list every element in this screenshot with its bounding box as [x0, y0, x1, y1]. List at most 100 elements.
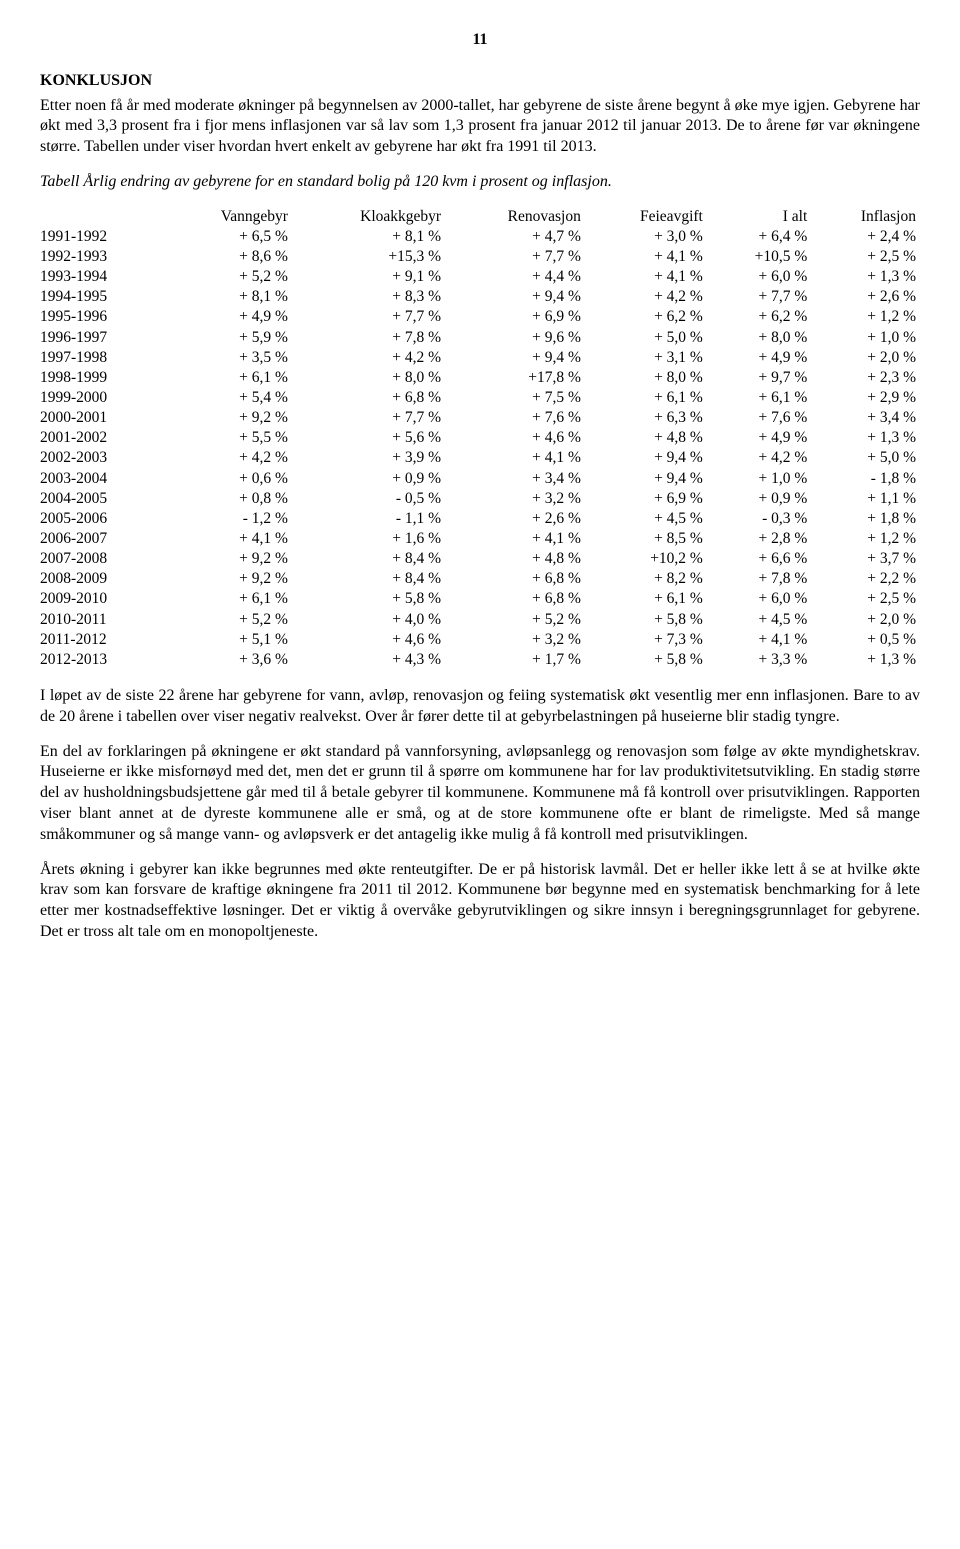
value-cell: + 7,7 %: [292, 408, 445, 428]
value-cell: + 1,7 %: [445, 650, 585, 670]
value-cell: + 4,0 %: [292, 610, 445, 630]
value-cell: + 6,1 %: [163, 589, 292, 609]
value-cell: +10,5 %: [707, 247, 811, 267]
value-cell: + 7,5 %: [445, 388, 585, 408]
value-cell: - 1,2 %: [163, 509, 292, 529]
value-cell: + 2,3 %: [811, 368, 920, 388]
table-row: 2010-2011+ 5,2 %+ 4,0 %+ 5,2 %+ 5,8 %+ 4…: [40, 610, 920, 630]
value-cell: + 4,9 %: [707, 348, 811, 368]
value-cell: + 0,9 %: [292, 469, 445, 489]
value-cell: + 4,6 %: [292, 630, 445, 650]
value-cell: + 1,6 %: [292, 529, 445, 549]
value-cell: + 3,2 %: [445, 630, 585, 650]
value-cell: + 9,4 %: [585, 469, 707, 489]
year-range-cell: 1993-1994: [40, 267, 163, 287]
table-row: 2003-2004+ 0,6 %+ 0,9 %+ 3,4 %+ 9,4 %+ 1…: [40, 469, 920, 489]
value-cell: + 4,8 %: [445, 549, 585, 569]
table-row: 1993-1994+ 5,2 %+ 9,1 %+ 4,4 %+ 4,1 %+ 6…: [40, 267, 920, 287]
table-row: 2006-2007+ 4,1 %+ 1,6 %+ 4,1 %+ 8,5 %+ 2…: [40, 529, 920, 549]
value-cell: + 3,4 %: [445, 469, 585, 489]
year-range-cell: 2007-2008: [40, 549, 163, 569]
value-cell: + 8,1 %: [292, 227, 445, 247]
table-row: 1995-1996+ 4,9 %+ 7,7 %+ 6,9 %+ 6,2 %+ 6…: [40, 307, 920, 327]
year-range-cell: 1996-1997: [40, 328, 163, 348]
value-cell: + 8,0 %: [585, 368, 707, 388]
value-cell: + 6,1 %: [585, 388, 707, 408]
value-cell: + 4,8 %: [585, 428, 707, 448]
value-cell: - 1,1 %: [292, 509, 445, 529]
value-cell: + 4,1 %: [585, 247, 707, 267]
year-range-cell: 2010-2011: [40, 610, 163, 630]
value-cell: + 3,0 %: [585, 227, 707, 247]
value-cell: + 4,2 %: [585, 287, 707, 307]
value-cell: + 2,5 %: [811, 589, 920, 609]
table-row: 2012-2013+ 3,6 %+ 4,3 %+ 1,7 %+ 5,8 %+ 3…: [40, 650, 920, 670]
value-cell: + 4,6 %: [445, 428, 585, 448]
table-row: 2005-2006- 1,2 %- 1,1 %+ 2,6 %+ 4,5 %- 0…: [40, 509, 920, 529]
value-cell: + 5,2 %: [445, 610, 585, 630]
value-cell: + 3,2 %: [445, 489, 585, 509]
table-row: 2002-2003+ 4,2 %+ 3,9 %+ 4,1 %+ 9,4 %+ 4…: [40, 448, 920, 468]
year-range-cell: 1998-1999: [40, 368, 163, 388]
value-cell: + 6,8 %: [292, 388, 445, 408]
table-row: 2000-2001+ 9,2 %+ 7,7 %+ 7,6 %+ 6,3 %+ 7…: [40, 408, 920, 428]
value-cell: - 0,3 %: [707, 509, 811, 529]
value-cell: + 5,0 %: [585, 328, 707, 348]
value-cell: + 5,8 %: [585, 610, 707, 630]
value-cell: + 5,6 %: [292, 428, 445, 448]
value-cell: + 3,5 %: [163, 348, 292, 368]
value-cell: + 8,2 %: [585, 569, 707, 589]
body-paragraph: Årets økning i gebyrer kan ikke begrunne…: [40, 860, 920, 943]
table-row: 2009-2010+ 6,1 %+ 5,8 %+ 6,8 %+ 6,1 %+ 6…: [40, 589, 920, 609]
value-cell: + 5,9 %: [163, 328, 292, 348]
value-cell: + 5,2 %: [163, 610, 292, 630]
year-range-cell: 2011-2012: [40, 630, 163, 650]
value-cell: + 8,4 %: [292, 549, 445, 569]
value-cell: + 4,3 %: [292, 650, 445, 670]
value-cell: + 3,4 %: [811, 408, 920, 428]
fees-table: VanngebyrKloakkgebyrRenovasjonFeieavgift…: [40, 207, 920, 670]
year-range-cell: 2004-2005: [40, 489, 163, 509]
year-range-cell: 2003-2004: [40, 469, 163, 489]
year-range-cell: 2006-2007: [40, 529, 163, 549]
value-cell: + 4,5 %: [707, 610, 811, 630]
year-range-cell: 1997-1998: [40, 348, 163, 368]
value-cell: + 6,9 %: [585, 489, 707, 509]
column-header: I alt: [707, 207, 811, 227]
value-cell: + 8,0 %: [707, 328, 811, 348]
value-cell: + 7,8 %: [707, 569, 811, 589]
value-cell: + 8,3 %: [292, 287, 445, 307]
value-cell: + 9,4 %: [585, 448, 707, 468]
table-row: 1998-1999+ 6,1 %+ 8,0 %+17,8 %+ 8,0 %+ 9…: [40, 368, 920, 388]
table-row: 1999-2000+ 5,4 %+ 6,8 %+ 7,5 %+ 6,1 %+ 6…: [40, 388, 920, 408]
value-cell: + 6,0 %: [707, 589, 811, 609]
value-cell: + 6,1 %: [163, 368, 292, 388]
table-row: 1992-1993+ 8,6 %+15,3 %+ 7,7 %+ 4,1 %+10…: [40, 247, 920, 267]
value-cell: + 4,2 %: [707, 448, 811, 468]
table-header: VanngebyrKloakkgebyrRenovasjonFeieavgift…: [40, 207, 920, 227]
value-cell: + 4,2 %: [292, 348, 445, 368]
table-row: 2001-2002+ 5,5 %+ 5,6 %+ 4,6 %+ 4,8 %+ 4…: [40, 428, 920, 448]
value-cell: +15,3 %: [292, 247, 445, 267]
value-cell: + 6,2 %: [585, 307, 707, 327]
table-row: 1994-1995+ 8,1 %+ 8,3 %+ 9,4 %+ 4,2 %+ 7…: [40, 287, 920, 307]
value-cell: + 7,3 %: [585, 630, 707, 650]
value-cell: + 9,1 %: [292, 267, 445, 287]
table-row: 2008-2009+ 9,2 %+ 8,4 %+ 6,8 %+ 8,2 %+ 7…: [40, 569, 920, 589]
value-cell: + 0,6 %: [163, 469, 292, 489]
value-cell: + 9,7 %: [707, 368, 811, 388]
value-cell: + 5,0 %: [811, 448, 920, 468]
column-header: Inflasjon: [811, 207, 920, 227]
year-range-cell: 1991-1992: [40, 227, 163, 247]
table-row: 2004-2005+ 0,8 %- 0,5 %+ 3,2 %+ 6,9 %+ 0…: [40, 489, 920, 509]
value-cell: + 3,7 %: [811, 549, 920, 569]
value-cell: + 4,2 %: [163, 448, 292, 468]
value-cell: + 6,1 %: [707, 388, 811, 408]
value-cell: + 6,9 %: [445, 307, 585, 327]
value-cell: - 0,5 %: [292, 489, 445, 509]
year-range-cell: 1992-1993: [40, 247, 163, 267]
value-cell: + 2,4 %: [811, 227, 920, 247]
value-cell: + 7,8 %: [292, 328, 445, 348]
value-cell: + 5,4 %: [163, 388, 292, 408]
value-cell: + 7,7 %: [445, 247, 585, 267]
